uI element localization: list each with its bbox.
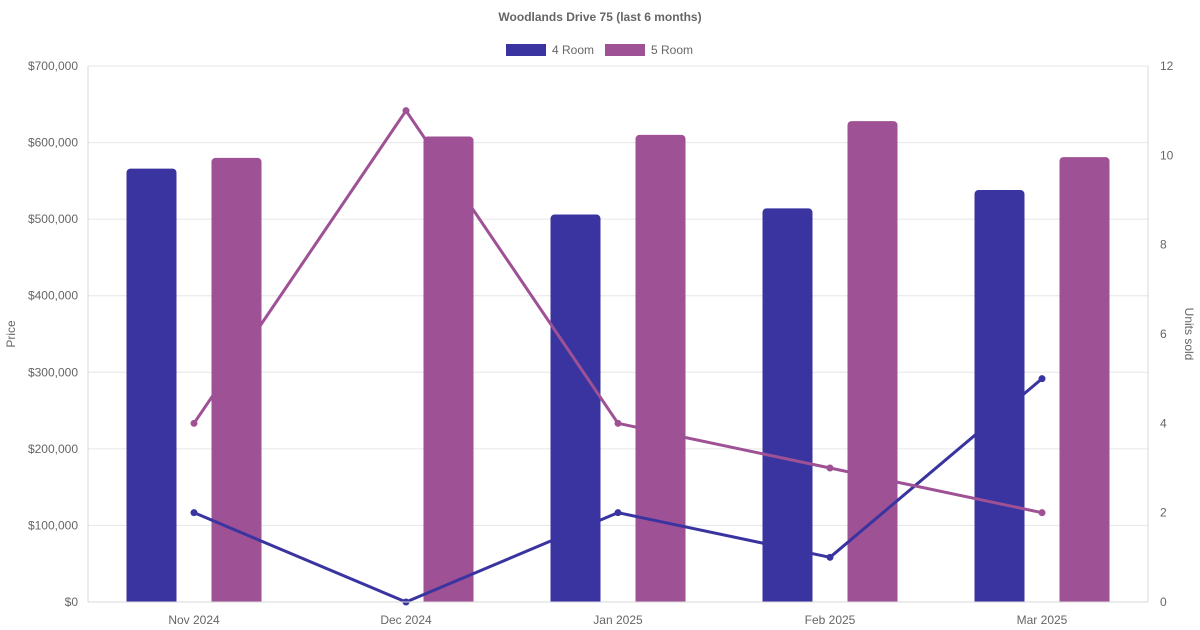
- left-axis-ticks: $0 $100,000 $200,000 $300,000 $400,000 $500,0…: [28, 59, 78, 609]
- units-point-2-1[interactable]: [190, 419, 198, 427]
- legend-swatch-1[interactable]: [506, 44, 546, 56]
- right-axis-tick-label: 2: [1160, 506, 1167, 520]
- units-line-1: [192, 377, 1044, 604]
- line-series: [192, 109, 1044, 604]
- x-axis-tick-label: Feb 2025: [805, 613, 856, 627]
- bar-body-1-4: [762, 216, 813, 602]
- units-point-2-4[interactable]: [826, 464, 834, 472]
- chart-title: Woodlands Drive 75 (last 6 months): [498, 10, 701, 24]
- right-axis-ticks: 0 2 4 6 8 10 12: [1160, 59, 1174, 609]
- right-axis-title: Units sold: [1182, 308, 1196, 361]
- units-point-2-2[interactable]: [402, 107, 410, 115]
- right-axis-tick-label: 10: [1160, 148, 1174, 162]
- legend-label-2[interactable]: 5 Room: [651, 43, 693, 57]
- right-axis-tick-label: 4: [1160, 416, 1167, 430]
- units-point-1-4[interactable]: [826, 553, 834, 561]
- left-axis-tick-label: $400,000: [28, 289, 78, 303]
- right-axis-tick-label: 8: [1160, 238, 1167, 252]
- x-axis-ticks: Nov 2024 Dec 2024 Jan 2025 Feb 2025 Mar 2025: [168, 613, 1067, 627]
- units-point-1-3[interactable]: [614, 509, 622, 517]
- bar-series: [126, 121, 1110, 603]
- grid-lines: [88, 65, 1148, 603]
- left-axis-tick-label: $700,000: [28, 59, 78, 73]
- left-axis-tick-label: $600,000: [28, 136, 78, 150]
- x-axis-tick-label: Jan 2025: [593, 613, 643, 627]
- axes: [87, 66, 1149, 603]
- bar-body-2-3: [635, 142, 686, 602]
- right-axis-tick-label: 0: [1160, 595, 1167, 609]
- bar-body-2-2: [423, 144, 474, 602]
- bar-body-1-3: [550, 222, 601, 602]
- right-axis-tick-label: 12: [1160, 59, 1174, 73]
- right-axis-tick-label: 6: [1160, 327, 1167, 341]
- left-axis-tick-label: $200,000: [28, 442, 78, 456]
- units-point-2-5[interactable]: [1038, 509, 1046, 517]
- left-axis-tick-label: $300,000: [28, 365, 78, 379]
- x-axis-tick-label: Dec 2024: [380, 613, 432, 627]
- units-point-2-3[interactable]: [614, 419, 622, 427]
- legend-label-1[interactable]: 4 Room: [552, 43, 594, 57]
- chart-legend: 4 Room 5 Room: [506, 43, 693, 57]
- bar-body-2-5: [1059, 165, 1110, 602]
- units-point-1-5[interactable]: [1038, 375, 1046, 383]
- left-axis-tick-label: $100,000: [28, 518, 78, 532]
- left-axis-tick-label: $0: [65, 595, 79, 609]
- units-point-1-1[interactable]: [190, 509, 198, 517]
- legend-swatch-2[interactable]: [605, 44, 645, 56]
- units-line-2: [192, 109, 1044, 515]
- bar-body-1-1: [126, 176, 177, 602]
- x-axis-tick-label: Mar 2025: [1017, 613, 1068, 627]
- bar-body-2-4: [847, 129, 898, 603]
- left-axis-tick-label: $500,000: [28, 212, 78, 226]
- line-points: [190, 107, 1046, 606]
- left-axis-title: Price: [4, 320, 18, 348]
- x-axis-tick-label: Nov 2024: [168, 613, 220, 627]
